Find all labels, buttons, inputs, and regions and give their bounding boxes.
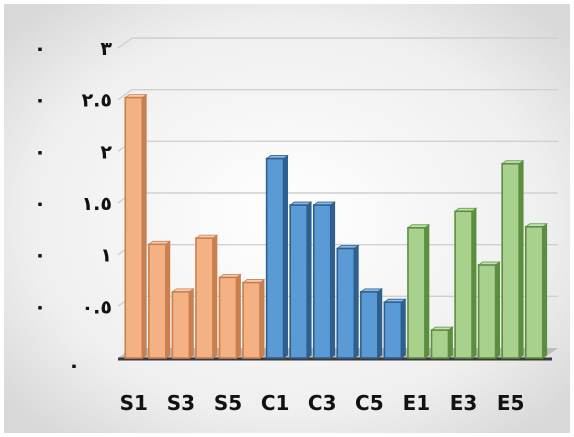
bar-front	[524, 225, 544, 359]
bar-front	[454, 210, 473, 359]
bar-front	[407, 227, 426, 359]
bar-front	[195, 237, 214, 359]
bar-front	[289, 204, 308, 359]
bar-front	[148, 243, 167, 359]
bar-e6	[524, 222, 548, 359]
bar-front	[501, 162, 520, 359]
x-tick-label: S5	[214, 391, 242, 415]
bar-c6	[383, 298, 407, 359]
y-tick-label: ٢	[100, 141, 112, 163]
bar-s6	[241, 278, 266, 359]
bar-front	[312, 204, 332, 359]
bar-c2	[288, 201, 313, 359]
bar-layer	[124, 93, 548, 359]
y-tick-prefix: ٠	[34, 36, 46, 60]
bar-front	[242, 281, 261, 359]
x-axis-ticks: S1 S3 S5 C1 C3 C5 E1 E3 E5	[120, 391, 525, 415]
bar-e3	[453, 207, 478, 359]
bar-front	[383, 301, 403, 359]
y-tick-label: ٠	[68, 353, 80, 377]
bar-c4	[336, 244, 360, 359]
y-tick-label: ٣	[100, 38, 112, 60]
y-tick-prefix: ٠	[34, 294, 46, 318]
bar-e1	[406, 224, 431, 359]
y-tick-label: ١	[100, 245, 112, 267]
bar-e4	[477, 261, 501, 359]
y-tick-label: ٢.٥	[82, 90, 112, 112]
y-axis-ticks: ٠ ٠ ٠.٥ ٠ ١ ٠ ١.٥ ٠ ٢ ٠ ٢.٥ ٠ ٣	[34, 36, 113, 377]
bar-s3	[171, 288, 195, 359]
x-tick-label: E5	[497, 391, 525, 415]
bar-front	[124, 96, 144, 359]
bar-front	[336, 247, 356, 359]
y-tick-label: ٠.٥	[82, 296, 112, 318]
y-tick-prefix: ٠	[34, 191, 46, 215]
bar-s2	[147, 240, 172, 359]
bar-front	[360, 291, 379, 359]
bar-front	[430, 329, 450, 359]
y-tick-label: ١.٥	[82, 193, 112, 215]
x-tick-label: C1	[261, 391, 290, 415]
x-tick-label: E3	[450, 391, 478, 415]
x-tick-label: C3	[308, 391, 337, 415]
bar-front	[265, 157, 285, 359]
x-tick-label: S3	[167, 391, 195, 415]
y-tick-prefix: ٠	[34, 243, 46, 267]
bar-e2	[430, 326, 454, 359]
bar-front	[477, 264, 497, 359]
bar-s4	[194, 234, 219, 359]
gridline	[117, 88, 558, 101]
y-tick-prefix: ٠	[34, 139, 46, 163]
x-tick-label: C5	[355, 391, 384, 415]
bar-e5	[500, 159, 525, 359]
bar-front	[218, 276, 238, 359]
x-tick-label: E1	[403, 391, 431, 415]
bar-c1	[265, 154, 289, 359]
gridline	[117, 37, 558, 49]
bar-c3	[312, 201, 336, 359]
bar-s1	[124, 93, 148, 359]
bar-s5	[218, 273, 242, 359]
x-tick-label: S1	[120, 391, 148, 415]
bar-c5	[359, 288, 384, 359]
y-tick-prefix: ٠	[34, 88, 46, 112]
bar-front	[171, 291, 191, 359]
